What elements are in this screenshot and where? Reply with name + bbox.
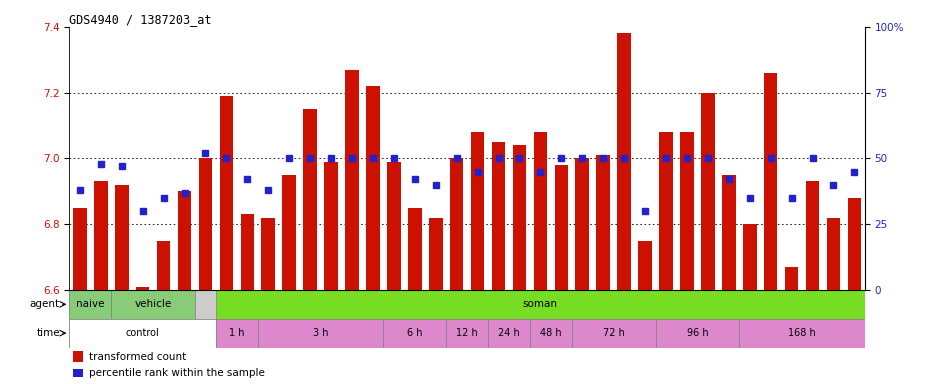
Text: soman: soman <box>523 299 558 310</box>
Bar <box>512 145 526 290</box>
Bar <box>701 93 715 290</box>
Bar <box>219 96 233 290</box>
Bar <box>575 159 589 290</box>
Text: vehicle: vehicle <box>134 299 172 310</box>
Bar <box>572 319 656 348</box>
Text: 48 h: 48 h <box>540 328 561 338</box>
Text: 1 h: 1 h <box>229 328 244 338</box>
Bar <box>739 319 865 348</box>
Text: GDS4940 / 1387203_at: GDS4940 / 1387203_at <box>69 13 212 26</box>
Text: 3 h: 3 h <box>313 328 328 338</box>
Bar <box>216 290 865 319</box>
Bar <box>156 241 170 290</box>
Bar <box>488 319 530 348</box>
Bar <box>847 198 861 290</box>
Bar <box>492 142 505 290</box>
Bar <box>73 208 87 290</box>
Bar <box>262 218 275 290</box>
Bar <box>827 218 840 290</box>
Bar <box>471 132 485 290</box>
Bar <box>216 319 258 348</box>
Bar <box>282 175 296 290</box>
Bar <box>111 290 195 319</box>
Bar <box>178 191 191 290</box>
Text: 6 h: 6 h <box>407 328 423 338</box>
Bar <box>73 351 83 362</box>
Bar <box>764 73 778 290</box>
Bar <box>199 159 212 290</box>
Bar <box>660 132 672 290</box>
Bar <box>530 319 572 348</box>
Text: transformed count: transformed count <box>89 352 187 362</box>
Bar <box>429 218 442 290</box>
Text: 168 h: 168 h <box>788 328 816 338</box>
Bar <box>408 208 422 290</box>
Text: naive: naive <box>76 299 105 310</box>
Text: control: control <box>126 328 159 338</box>
Text: 72 h: 72 h <box>603 328 624 338</box>
Bar <box>554 165 568 290</box>
Bar <box>617 33 631 290</box>
Bar <box>638 241 652 290</box>
Bar <box>722 175 735 290</box>
Bar <box>656 319 739 348</box>
Bar <box>69 290 111 319</box>
Bar <box>597 155 610 290</box>
Bar <box>366 86 380 290</box>
Text: 12 h: 12 h <box>456 328 478 338</box>
Bar <box>303 109 317 290</box>
Bar <box>784 267 798 290</box>
Bar <box>94 181 107 290</box>
Bar <box>345 70 359 290</box>
Bar <box>450 159 463 290</box>
Bar <box>240 214 254 290</box>
Text: agent: agent <box>30 299 60 310</box>
Bar <box>325 162 338 290</box>
Bar <box>69 319 216 348</box>
Bar <box>534 132 548 290</box>
Bar <box>258 319 383 348</box>
Bar <box>387 162 401 290</box>
Bar <box>743 224 757 290</box>
Bar <box>73 369 83 377</box>
Bar <box>115 185 129 290</box>
Text: 96 h: 96 h <box>686 328 709 338</box>
Text: 24 h: 24 h <box>499 328 520 338</box>
Bar <box>680 132 694 290</box>
Bar <box>136 286 150 290</box>
Bar <box>446 319 488 348</box>
Text: percentile rank within the sample: percentile rank within the sample <box>89 368 265 378</box>
Bar <box>383 319 446 348</box>
Bar <box>806 181 820 290</box>
Text: time: time <box>36 328 60 338</box>
